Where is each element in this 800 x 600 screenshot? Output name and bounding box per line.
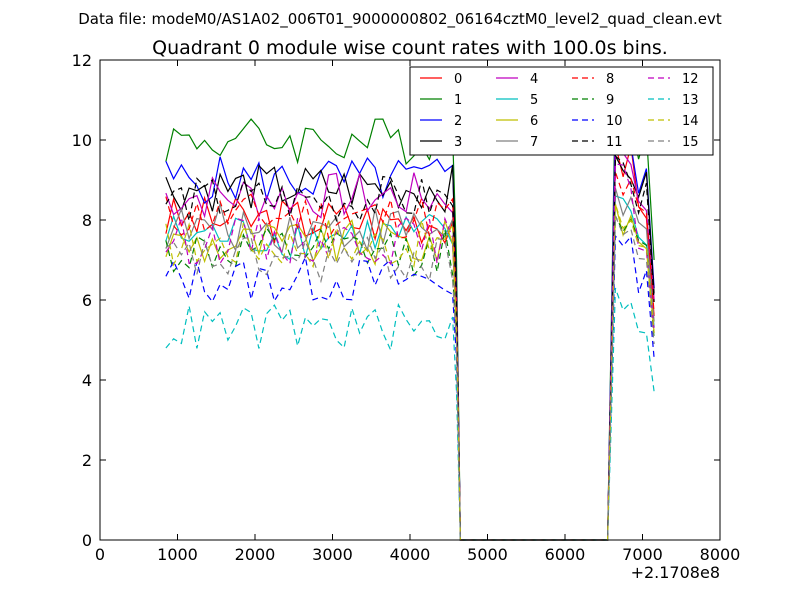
legend-frame [409, 66, 714, 156]
legend-label-1: 1 [454, 93, 462, 108]
legend-label-7: 7 [530, 135, 538, 150]
legend-label-10: 10 [606, 114, 623, 129]
x-tick-label: 7000 [622, 545, 663, 564]
series-group [165, 87, 655, 541]
legend-label-4: 4 [530, 72, 538, 87]
series-line-9 [165, 215, 655, 541]
x-tick-label: 8000 [700, 545, 741, 564]
y-tick-label: 10 [72, 131, 92, 150]
x-tick-label: 6000 [545, 545, 586, 564]
x-tick-label: 5000 [467, 545, 508, 564]
x-axis: 0 1000 2000 3000 4000 5000 6000 7000 8000 [95, 60, 740, 564]
legend-label-12: 12 [682, 72, 699, 87]
legend-label-8: 8 [606, 72, 614, 87]
y-tick-label: 0 [82, 531, 92, 550]
data-file-suptitle: Data file: modeM0/AS1A02_006T01_90000008… [78, 10, 722, 29]
legend-label-11: 11 [606, 135, 623, 150]
y-tick-label: 6 [82, 291, 92, 310]
chart-title: Quadrant 0 module wise count rates with … [152, 37, 668, 59]
legend-label-13: 13 [682, 93, 699, 108]
y-tick-label: 4 [82, 371, 92, 390]
x-tick-label: 0 [95, 545, 105, 564]
legend-label-15: 15 [682, 135, 699, 150]
legend-label-0: 0 [454, 72, 462, 87]
legend-label-3: 3 [454, 135, 462, 150]
y-tick-label: 12 [72, 51, 92, 70]
x-offset-label: +2.1708e8 [631, 563, 720, 582]
x-tick-label: 4000 [390, 545, 431, 564]
x-tick-label: 1000 [157, 545, 198, 564]
legend-label-14: 14 [682, 114, 699, 129]
legend-label-2: 2 [454, 114, 462, 129]
x-tick-label: 2000 [235, 545, 276, 564]
x-tick-label: 3000 [312, 545, 353, 564]
series-line-13 [165, 287, 655, 541]
y-tick-label: 8 [82, 211, 92, 230]
y-tick-label: 2 [82, 451, 92, 470]
legend-label-9: 9 [606, 93, 614, 108]
legend-label-6: 6 [530, 114, 538, 129]
legend-label-5: 5 [530, 93, 538, 108]
